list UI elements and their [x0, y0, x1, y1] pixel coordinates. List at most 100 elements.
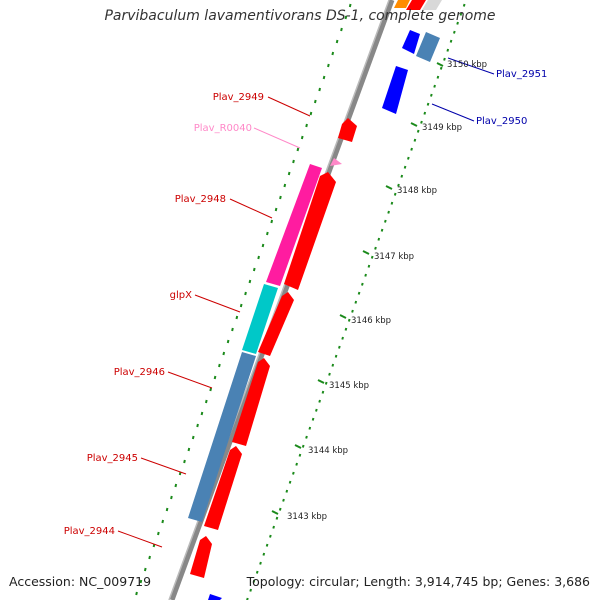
track-dot: [283, 183, 287, 188]
gene-glpx[interactable]: [258, 292, 294, 356]
track-dot: [209, 387, 213, 392]
track-dot: [196, 423, 199, 428]
track-dot: [252, 579, 256, 583]
track-dot: [239, 303, 243, 308]
label-plav-r0040[interactable]: Plav_R0040: [194, 123, 252, 134]
label-plav-2944[interactable]: Plav_2944: [64, 526, 115, 537]
gene-plav-2948-magenta[interactable]: [266, 164, 322, 286]
track-dot: [341, 336, 344, 340]
gc-content-dots-outer: [246, 3, 466, 600]
track-dot: [400, 174, 404, 178]
track-dot: [262, 552, 266, 556]
track-dot: [270, 219, 274, 224]
page-title: Parvibaculum lavamentivorans DS-1, compl…: [104, 8, 496, 24]
track-dot: [387, 210, 390, 214]
gene-glpx-cyan[interactable]: [242, 284, 278, 354]
track-dot: [423, 111, 427, 115]
track-dot: [315, 408, 318, 412]
label-plav-2949[interactable]: Plav_2949: [213, 92, 264, 103]
track-dot: [165, 507, 169, 512]
gene-plav-2945[interactable]: [204, 446, 242, 530]
track-dot: [255, 570, 259, 574]
track-dot: [266, 231, 269, 236]
track-dot: [348, 3, 352, 8]
track-dot: [361, 282, 364, 286]
track-dot: [439, 66, 443, 70]
gene-plav-r0040[interactable]: [330, 158, 342, 166]
track-dot: [318, 87, 322, 92]
track-dot: [370, 255, 374, 259]
summary-text: Topology: circular; Length: 3,914,745 bp…: [246, 574, 590, 589]
gene-labels: Plav_2951 Plav_2950 Plav_2949 Plav_R0040…: [64, 69, 548, 537]
track-dot: [213, 375, 217, 380]
gene-plav-2948[interactable]: [284, 172, 336, 290]
gene-bottom-blue[interactable]: [208, 594, 222, 600]
gene-plav-2946[interactable]: [232, 358, 270, 446]
track-dot: [282, 498, 285, 502]
tick-mark-3147: [362, 250, 370, 255]
track-dot: [328, 372, 331, 376]
gene-steel-top[interactable]: [416, 32, 440, 62]
label-glpx[interactable]: glpX: [170, 290, 192, 301]
gene-plav-2950[interactable]: [382, 66, 408, 114]
track-dot: [249, 588, 252, 592]
label-leader-lines: [117, 57, 495, 548]
track-dot: [292, 159, 295, 164]
track-dot: [351, 309, 354, 313]
track-dot: [222, 351, 226, 356]
label-plav-2948[interactable]: Plav_2948: [175, 194, 226, 205]
track-dot: [364, 273, 367, 277]
track-dot: [274, 207, 278, 212]
tick-label-3144: 3144 kbp: [308, 446, 348, 456]
track-dot: [456, 21, 459, 25]
track-dot: [357, 291, 361, 295]
gene-top-grey[interactable]: [422, 0, 442, 10]
track-dot: [327, 63, 330, 68]
track-dot: [347, 318, 351, 322]
track-dot: [218, 363, 221, 368]
leader-plav-2946: [167, 371, 213, 389]
gene-plav-2946-steel[interactable]: [188, 352, 256, 522]
track-dot: [261, 243, 265, 248]
track-dot: [148, 555, 151, 560]
track-dot: [296, 147, 300, 152]
track-dot: [272, 525, 275, 529]
label-plav-2951[interactable]: Plav_2951: [496, 69, 547, 80]
track-dot: [416, 129, 420, 133]
tick-label-3149: 3149 kbp: [422, 123, 462, 133]
track-dot: [298, 453, 302, 457]
track-dot: [334, 354, 338, 358]
label-plav-2946[interactable]: Plav_2946: [114, 367, 165, 378]
track-dot: [174, 483, 178, 488]
track-dot: [259, 561, 262, 565]
label-plav-2945[interactable]: Plav_2945: [87, 453, 138, 464]
leader-plav-2945: [140, 457, 187, 475]
track-dot: [183, 459, 186, 464]
gene-plav-2951[interactable]: [402, 30, 420, 54]
track-dot: [403, 165, 407, 169]
track-dot: [462, 3, 466, 7]
tick-mark-3149: [410, 122, 418, 127]
track-dot: [335, 39, 339, 44]
tick-mark-3143: [271, 510, 279, 515]
label-plav-2950[interactable]: Plav_2950: [476, 116, 527, 127]
track-dot: [139, 579, 143, 584]
track-dot: [279, 195, 282, 200]
tick-label-3150: 3150 kbp: [447, 60, 487, 70]
gene-plav-2949[interactable]: [338, 118, 357, 142]
track-dot: [321, 390, 325, 394]
track-dot: [318, 399, 321, 403]
gene-top-orange[interactable]: [394, 0, 410, 8]
track-dot: [313, 99, 317, 104]
track-dot: [374, 246, 377, 250]
gene-top-red[interactable]: [406, 0, 426, 10]
tick-mark-3148: [385, 185, 393, 190]
track-dot: [340, 27, 343, 32]
track-dot: [410, 147, 413, 151]
track-dot: [453, 30, 456, 34]
track-dot: [161, 519, 165, 524]
tick-mark-3144: [294, 444, 302, 449]
gene-plav-2944[interactable]: [190, 536, 212, 578]
track-dot: [135, 591, 138, 596]
